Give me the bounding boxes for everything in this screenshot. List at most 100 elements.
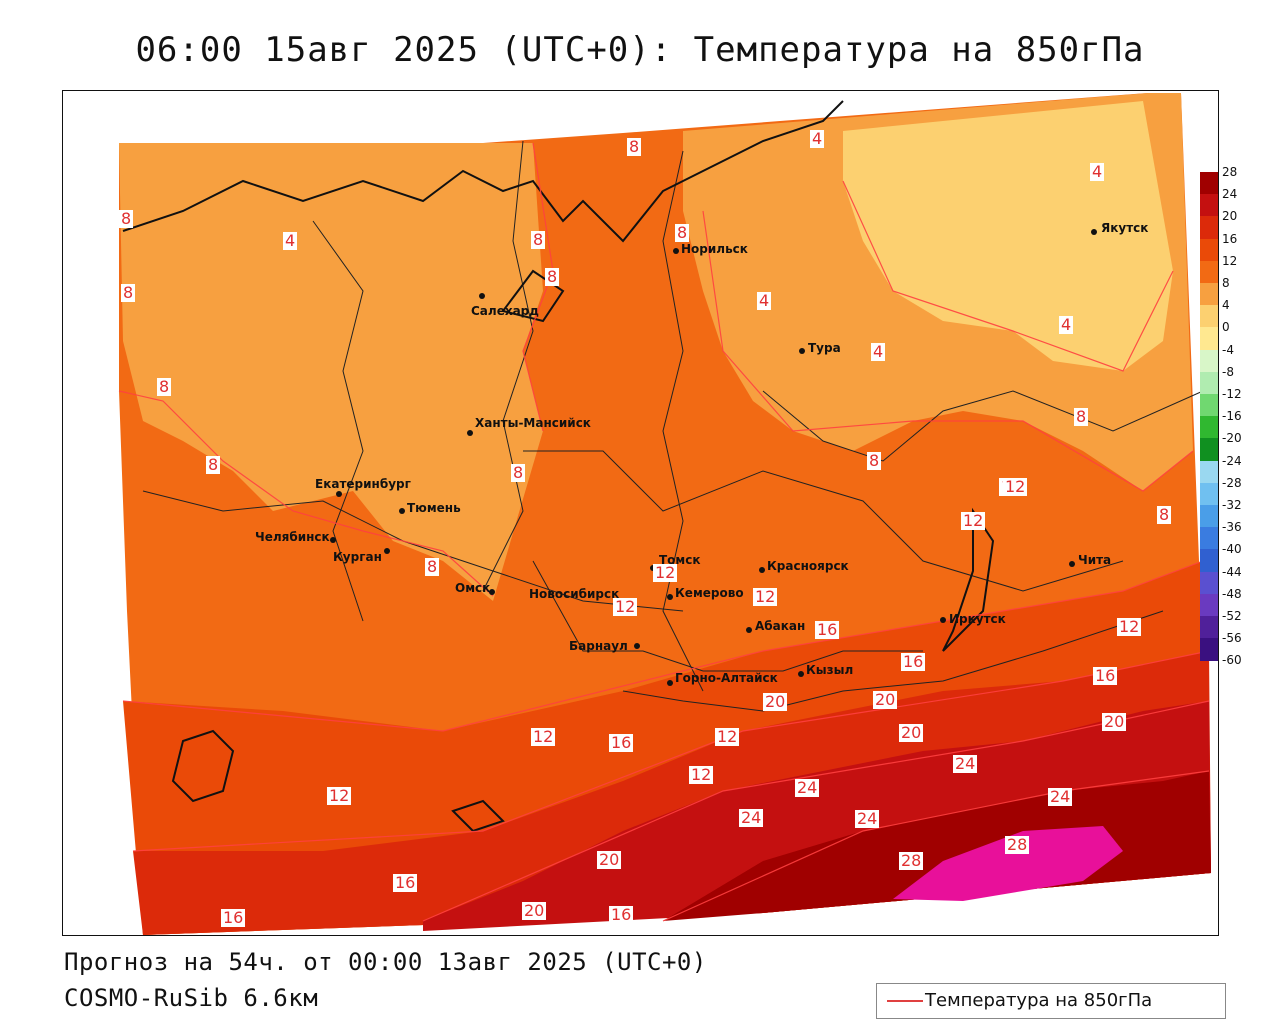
contour-label: 28 — [899, 851, 924, 870]
city-dot — [673, 248, 679, 254]
contour-label: 24 — [1048, 787, 1073, 806]
city-tomsk: Томск — [659, 553, 701, 567]
city-yekaterinburg: Екатеринбург — [315, 477, 411, 491]
field-28-plus — [893, 826, 1123, 901]
contour-label: 16 — [901, 652, 926, 671]
scale-segment — [1200, 571, 1218, 595]
field-4-8-west — [119, 143, 543, 601]
city-dot — [479, 293, 485, 299]
scale-tick: 20 — [1222, 209, 1238, 224]
contour-label: 24 — [739, 808, 764, 827]
contour-label: 12 — [689, 765, 714, 784]
contour-label: 4 — [283, 231, 298, 250]
contour-label: 20 — [1102, 712, 1127, 731]
scale-tick: -40 — [1222, 542, 1242, 557]
isotherms — [118, 142, 1210, 922]
contour-label: 24 — [953, 754, 978, 773]
contour-label: 8 — [119, 209, 134, 228]
city-omsk: Омск — [455, 581, 491, 595]
scale-tick: -60 — [1222, 653, 1242, 668]
city-dot — [336, 491, 342, 497]
city-kurgan: Курган — [333, 550, 382, 564]
contour-label: 4 — [1059, 315, 1074, 334]
legend-line — [887, 1000, 923, 1002]
scale-tick: -8 — [1222, 364, 1234, 379]
contour-label: 8 — [1157, 505, 1172, 524]
city-barnaul: Барнаул — [569, 639, 628, 653]
coastlines — [122, 100, 995, 833]
contour-label: 12 — [715, 727, 740, 746]
city-dot — [667, 680, 673, 686]
scale-tick: 4 — [1222, 298, 1230, 313]
scale-tick: 12 — [1222, 253, 1238, 268]
contour-label: 8 — [121, 283, 136, 302]
contour-label: 24 — [795, 778, 820, 797]
contour-label: 24 — [855, 809, 880, 828]
city-dot — [667, 594, 673, 600]
city-novosibirsk: Новосибирск — [529, 587, 620, 601]
contour-label: 4 — [871, 342, 886, 361]
scale-tick: -16 — [1222, 409, 1242, 424]
city-dot — [467, 430, 473, 436]
contour-label: 4 — [1090, 162, 1105, 181]
city-dot — [634, 643, 640, 649]
contour-label: 8 — [157, 377, 172, 396]
scale-segment — [1200, 238, 1218, 262]
contour-label: 8 — [425, 557, 440, 576]
color-scale: 28 24 20 16 12 8 4 0 -4 -8 -12 -16 -20 -24 -28 -32 -36 -4… — [1200, 160, 1242, 680]
city-gorno-altaysk: Горно-Алтайск — [675, 671, 778, 685]
scale-segment — [1200, 394, 1218, 417]
contour-label: 20 — [899, 723, 924, 742]
contour-label: 12 — [613, 597, 638, 616]
city-dot — [759, 567, 765, 573]
contour-label: 16 — [393, 873, 418, 892]
model-name: COSMO-RuSib 6.6км — [64, 984, 319, 1012]
city-dot — [384, 548, 390, 554]
scale-segment — [1200, 349, 1218, 373]
city-dot — [399, 508, 405, 514]
city-krasnoyarsk: Красноярск — [767, 559, 849, 573]
scale-segment — [1200, 305, 1218, 328]
map-title: 06:00 15авг 2025 (UTC+0): Температура на… — [135, 30, 1145, 70]
contour-label: 12 — [1003, 477, 1028, 496]
contour-label: 16 — [609, 733, 634, 752]
scale-segment — [1200, 438, 1218, 462]
scale-tick: 0 — [1222, 320, 1230, 335]
contour-label: 8 — [531, 230, 546, 249]
contour-label: 4 — [757, 291, 772, 310]
scale-tick: -32 — [1222, 498, 1242, 512]
city-chelyabinsk: Челябинск — [255, 530, 330, 544]
contour-label: 8 — [545, 267, 560, 286]
scale-segment — [1200, 505, 1218, 528]
scale-tick: -20 — [1222, 431, 1242, 446]
city-chita: Чита — [1078, 553, 1112, 567]
legend: Температура на 850гПа — [876, 983, 1226, 1019]
scale-segment — [1200, 460, 1218, 484]
city-norilsk: Норильск — [681, 242, 748, 256]
scale-tick: 8 — [1222, 276, 1230, 290]
city-dot — [330, 537, 336, 543]
scale-segment — [1200, 638, 1218, 661]
contour-label: 12 — [1117, 617, 1142, 636]
scale-tick: -36 — [1222, 520, 1242, 535]
contour-label: 4 — [810, 129, 825, 148]
city-dot — [1069, 561, 1075, 567]
legend-label: Температура на 850гПа — [925, 990, 1153, 1011]
contour-label: 20 — [873, 690, 898, 709]
city-tura: Тура — [808, 341, 841, 355]
scale-segment — [1200, 482, 1218, 506]
city-dot — [489, 589, 495, 595]
scale-segment — [1200, 194, 1218, 217]
contour-label: 16 — [815, 620, 840, 639]
scale-segment — [1200, 327, 1218, 351]
contour-label: 12 — [653, 563, 678, 582]
scale-segment — [1200, 549, 1218, 573]
contour-label: 8 — [627, 137, 642, 156]
contour-label: 12 — [327, 786, 352, 805]
city-yakutsk: Якутск — [1101, 221, 1149, 235]
forecast-info: Прогноз на 54ч. от 00:00 13авг 2025 (UTC… — [64, 948, 707, 976]
contour-label: 8 — [675, 223, 690, 242]
contour-label: 8 — [1074, 407, 1089, 426]
scale-segment — [1200, 527, 1218, 550]
city-tyumen: Тюмень — [407, 501, 461, 515]
